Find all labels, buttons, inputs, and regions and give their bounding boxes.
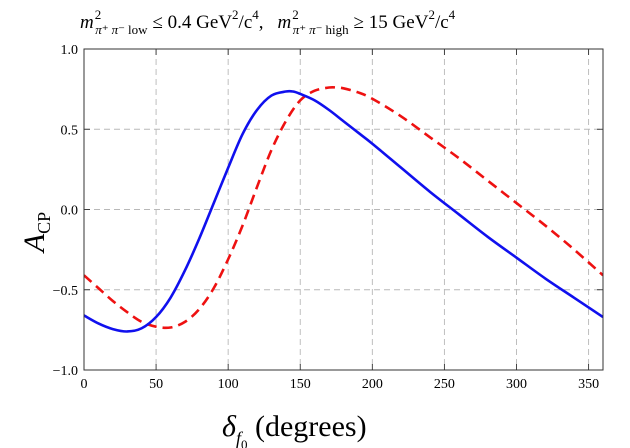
x-axis-label: δf0 (degrees) bbox=[222, 410, 367, 448]
title-exp2-low: 2 bbox=[232, 7, 239, 22]
y-axis-label: ACP bbox=[18, 212, 54, 254]
title-sub-pi-plus-low: π⁺ bbox=[95, 22, 108, 37]
series-layer bbox=[84, 85, 603, 333]
title-exp-high: 2 bbox=[292, 7, 299, 22]
x-tick-label: 250 bbox=[434, 377, 455, 392]
title-sub-pi-plus-high: π⁺ bbox=[293, 22, 306, 37]
title-sub-low: low bbox=[128, 22, 148, 37]
series-line-solid-blue bbox=[84, 89, 603, 333]
title-sub-pi-minus-low: π⁻ bbox=[112, 22, 125, 37]
y-tick-label: 0.0 bbox=[61, 204, 79, 219]
title-m-high: m bbox=[278, 12, 292, 33]
tick-layer bbox=[83, 48, 603, 371]
title-exp4-low: 4 bbox=[252, 7, 259, 22]
title-m-low: m bbox=[80, 12, 94, 33]
y-tick-labels: −1.0 −0.5 0.0 0.5 1.0 bbox=[53, 43, 78, 379]
series-line-dashed-red bbox=[84, 85, 603, 330]
title-rel-low: ≤ 0.4 GeV bbox=[152, 12, 232, 33]
y-label-main: A bbox=[18, 233, 51, 254]
title-sub-pi-minus-high: π⁻ bbox=[309, 22, 322, 37]
title-exp-low: 2 bbox=[95, 7, 102, 22]
x-label-unit: (degrees) bbox=[247, 410, 366, 443]
x-label-delta: δ bbox=[222, 410, 237, 443]
y-label-sub: CP bbox=[34, 212, 54, 234]
x-tick-label: 150 bbox=[290, 377, 311, 392]
y-tick-label: 0.5 bbox=[61, 123, 79, 138]
y-tick-label: −1.0 bbox=[53, 364, 78, 379]
x-label-sub-0: 0 bbox=[241, 437, 248, 448]
x-tick-label: 0 bbox=[81, 377, 88, 392]
chart-title: m2 π⁺ π⁻ low ≤ 0.4 GeV2/c4, m2 π⁺ π⁻ high ≥ 15 Ge… bbox=[80, 7, 456, 37]
title-separator: , bbox=[259, 12, 264, 33]
title-unit-high: /c bbox=[435, 12, 449, 33]
grid-layer bbox=[84, 49, 603, 370]
x-label-sub-f: f bbox=[236, 428, 244, 448]
title-rel-high: ≥ 15 GeV bbox=[354, 12, 429, 33]
title-sub-high: high bbox=[326, 22, 350, 37]
y-tick-label: −0.5 bbox=[53, 284, 78, 299]
title-exp4-high: 4 bbox=[449, 7, 456, 22]
x-tick-label: 50 bbox=[149, 377, 163, 392]
x-tick-label: 200 bbox=[362, 377, 383, 392]
y-tick-label: 1.0 bbox=[61, 43, 79, 58]
x-tick-labels: 0 50 100 150 200 250 300 350 bbox=[81, 377, 600, 392]
x-tick-label: 100 bbox=[218, 377, 239, 392]
x-tick-label: 350 bbox=[578, 377, 599, 392]
x-tick-label: 300 bbox=[506, 377, 527, 392]
title-unit-low: /c bbox=[239, 12, 253, 33]
title-exp2-high: 2 bbox=[428, 7, 435, 22]
